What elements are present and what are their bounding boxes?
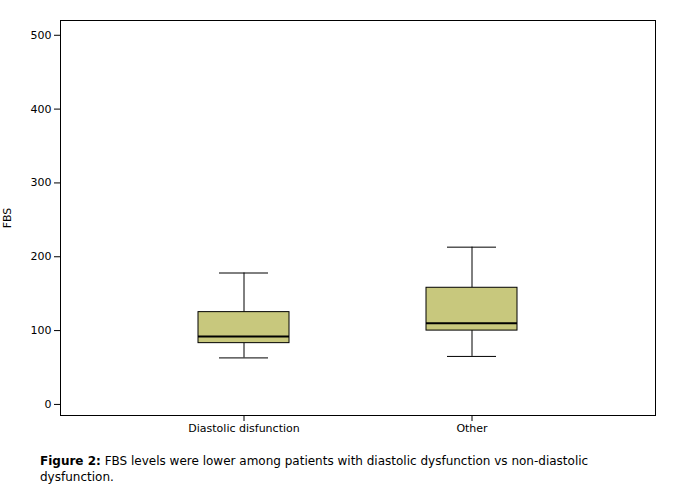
- svg-text:Diastolic disfunction: Diastolic disfunction: [188, 422, 299, 435]
- svg-text:FBS: FBS: [1, 208, 14, 229]
- svg-text:400: 400: [31, 103, 52, 116]
- svg-text:500: 500: [31, 29, 52, 42]
- svg-text:200: 200: [31, 250, 52, 263]
- svg-text:Other: Other: [456, 422, 488, 435]
- svg-text:300: 300: [31, 176, 52, 189]
- svg-text:0: 0: [45, 398, 52, 411]
- html-text:Figure 2: FBS levels were lowe: Figure 2: FBS levels were lower among pa…: [40, 454, 589, 484]
- svg-text:100: 100: [31, 324, 52, 337]
